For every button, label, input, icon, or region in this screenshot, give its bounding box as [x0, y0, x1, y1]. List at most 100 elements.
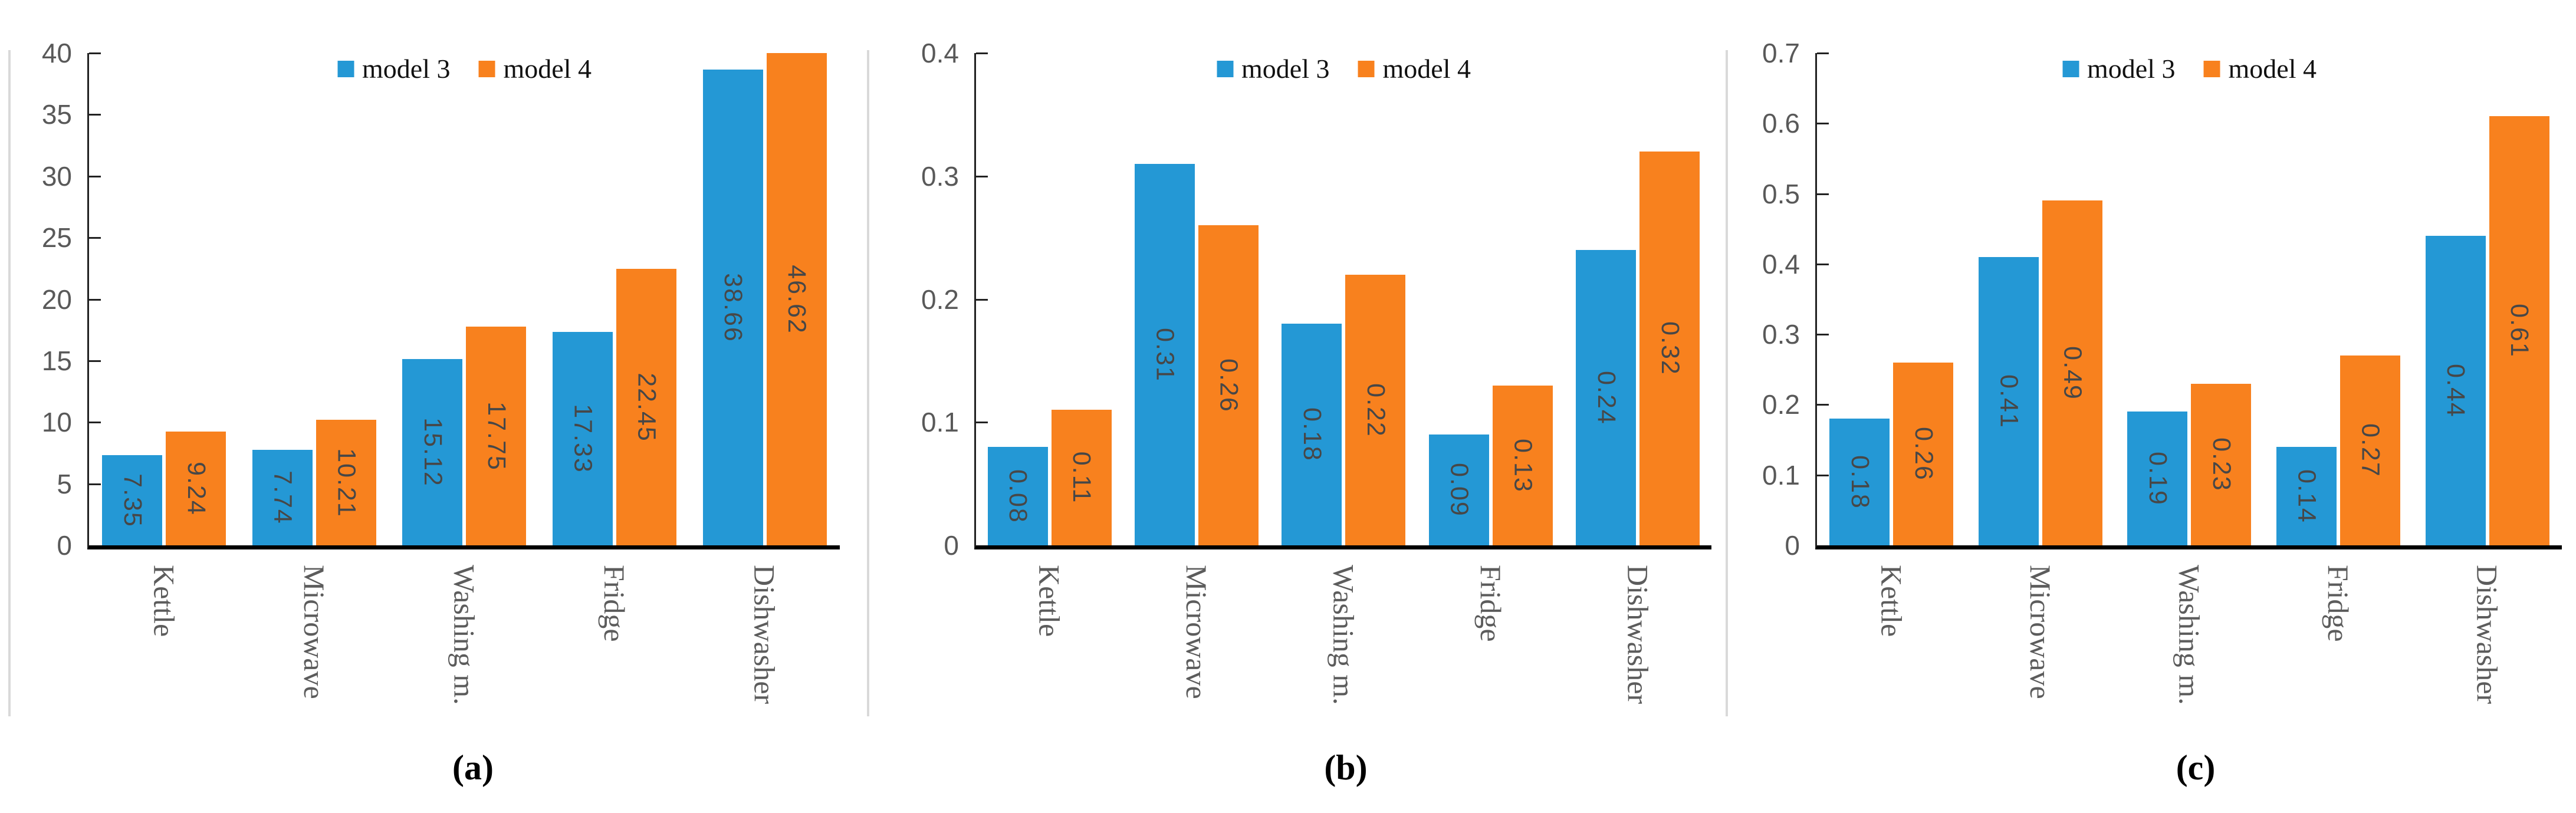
bar-value-label: 0.26 — [1214, 358, 1243, 413]
bar-group-Dishwasher: 38.66 46.62 — [702, 53, 827, 545]
bar-model-4-Kettle: 0.11 — [1051, 410, 1112, 545]
y-tick-label: 0.3 — [1762, 319, 1800, 350]
chart-area: 0 0.1 0.2 0.3 0.4 model 3 model 4 0.08 0.11 0.3… — [859, 38, 1717, 561]
category-label: Dishwasher — [2470, 565, 2504, 705]
y-tick-label: 10 — [41, 407, 72, 438]
panel-caption: (a) — [452, 748, 494, 787]
category-label: Microwave — [2023, 565, 2057, 699]
bar-model-4-Dishwasher: 0.32 — [1639, 152, 1700, 545]
legend: model 3 model 4 — [337, 55, 592, 83]
category-label: Washing m. — [448, 565, 481, 705]
category-slot: Microwave — [1135, 565, 1259, 739]
y-tick-mark — [1817, 52, 1829, 54]
y-tick-label: 40 — [41, 38, 72, 68]
category-label: Microwave — [1180, 565, 1214, 699]
y-tick-mark — [976, 298, 988, 301]
y-axis-labels: 0 0.1 0.2 0.3 0.4 0.5 0.6 0.7 — [1717, 38, 1815, 561]
panel-left-edge-line — [867, 50, 869, 716]
bar-model-4-Microwave: 0.49 — [2042, 200, 2102, 545]
y-tick-label: 0.2 — [921, 284, 959, 315]
bar-value-label: 22.45 — [632, 372, 661, 442]
category-label: Kettle — [1875, 565, 1908, 637]
legend-label: model 3 — [2087, 54, 2176, 84]
bar-value-label: 0.09 — [1445, 463, 1474, 517]
legend-swatch-model-4 — [2203, 61, 2220, 77]
category-slot: Microwave — [252, 565, 376, 739]
bar-value-label: 0.49 — [2058, 345, 2087, 400]
y-tick-label: 20 — [41, 284, 72, 315]
bar-value-label: 0.14 — [2292, 469, 2321, 524]
bar-value-label: 10.21 — [332, 447, 361, 518]
category-slot: Washing m. — [1282, 565, 1405, 739]
bar-value-label: 0.08 — [1004, 469, 1033, 524]
bar-value-label: 15.12 — [418, 417, 447, 487]
y-tick-mark — [976, 175, 988, 177]
y-tick-mark — [976, 422, 988, 424]
y-tick-mark — [89, 52, 101, 54]
bar-model-4-Washing-m-: 17.75 — [466, 327, 527, 545]
y-tick-mark — [89, 483, 101, 485]
category-slot: Kettle — [988, 565, 1112, 739]
bar-group-Kettle: 7.35 9.24 — [102, 432, 226, 545]
bar-value-label: 0.11 — [1067, 451, 1096, 504]
bar-groups: 0.08 0.11 0.31 0.26 0.18 0.22 0.09 0.13 0.24 0.32 — [976, 53, 1711, 545]
bar-model-4-Fridge: 0.27 — [2340, 356, 2401, 545]
bar-value-label: 0.13 — [1509, 438, 1537, 493]
y-tick-label: 0.1 — [921, 407, 959, 438]
bar-group-Microwave: 0.41 0.49 — [1978, 200, 2102, 545]
legend-swatch-model-3 — [337, 61, 354, 77]
bar-model-4-Microwave: 0.26 — [1198, 225, 1259, 545]
y-tick-mark — [1817, 404, 1829, 406]
category-label: Fridge — [598, 565, 632, 642]
y-tick-label: 0.7 — [1762, 38, 1800, 68]
bar-value-label: 0.19 — [2143, 451, 2172, 506]
category-slot: Dishwasher — [703, 565, 827, 739]
legend-item-model-3: model 3 — [1217, 54, 1330, 84]
bar-model-3-Kettle: 0.08 — [987, 447, 1048, 545]
bar-model-3-Microwave: 7.74 — [252, 450, 313, 545]
bar-value-label: 0.18 — [1845, 455, 1874, 509]
y-tick-label: 25 — [41, 222, 72, 254]
category-label: Dishwasher — [1621, 565, 1655, 705]
x-axis-labels: Kettle Microwave Washing m. Fridge Dishwashe… — [1817, 549, 2562, 739]
bar-model-4-Washing-m-: 0.23 — [2191, 384, 2252, 545]
category-label: Fridge — [2322, 565, 2355, 642]
bar-model-4-Kettle: 0.26 — [1893, 363, 1954, 545]
category-slot: Microwave — [1979, 565, 2102, 739]
category-slot: Dishwasher — [1576, 565, 1700, 739]
bar-model-3-Fridge: 0.09 — [1428, 435, 1489, 545]
bar-model-4-Fridge: 0.13 — [1492, 386, 1553, 545]
category-label: Kettle — [1033, 565, 1066, 637]
category-slot: Fridge — [1429, 565, 1553, 739]
plot-area: model 3 model 4 0.08 0.11 0.31 0.26 0.18 0.22 0… — [974, 52, 1711, 549]
y-tick-mark — [89, 360, 101, 362]
y-tick-label: 0 — [1785, 530, 1800, 561]
bar-group-Fridge: 0.14 0.27 — [2276, 356, 2401, 545]
bar-model-4-Kettle: 9.24 — [166, 432, 226, 545]
bar-group-Washing-m-: 0.18 0.22 — [1282, 275, 1406, 545]
y-tick-label: 0.4 — [1762, 248, 1800, 279]
bar-model-3-Fridge: 17.33 — [553, 332, 613, 545]
y-tick-mark — [1817, 263, 1829, 265]
chart-panel-c: 0 0.1 0.2 0.3 0.4 0.5 0.6 0.7 model 3 model 4 0.… — [1717, 0, 2576, 813]
category-label: Washing m. — [1327, 565, 1361, 705]
y-tick-label: 0.5 — [1762, 178, 1800, 209]
bar-model-4-Fridge: 22.45 — [616, 269, 677, 545]
bar-group-Fridge: 0.09 0.13 — [1428, 386, 1553, 545]
bar-value-label: 9.24 — [182, 461, 211, 516]
x-axis-labels: Kettle Microwave Washing m. Fridge Dishwashe… — [976, 549, 1711, 739]
bar-group-Kettle: 0.18 0.26 — [1829, 363, 1954, 545]
legend-label: model 3 — [362, 54, 451, 84]
bar-value-label: 0.41 — [1995, 374, 2023, 429]
legend-label: model 4 — [1382, 54, 1471, 84]
panel-left-edge-line — [8, 50, 11, 716]
y-tick-label: 0.1 — [1762, 459, 1800, 491]
category-slot: Dishwasher — [2426, 565, 2549, 739]
legend-swatch-model-4 — [478, 61, 495, 77]
legend-label: model 3 — [1241, 54, 1330, 84]
bar-group-Kettle: 0.08 0.11 — [987, 410, 1112, 545]
y-tick-mark — [89, 298, 101, 301]
y-tick-mark — [89, 237, 101, 239]
bar-value-label: 0.18 — [1297, 407, 1326, 462]
bar-value-label: 0.44 — [2442, 363, 2470, 418]
